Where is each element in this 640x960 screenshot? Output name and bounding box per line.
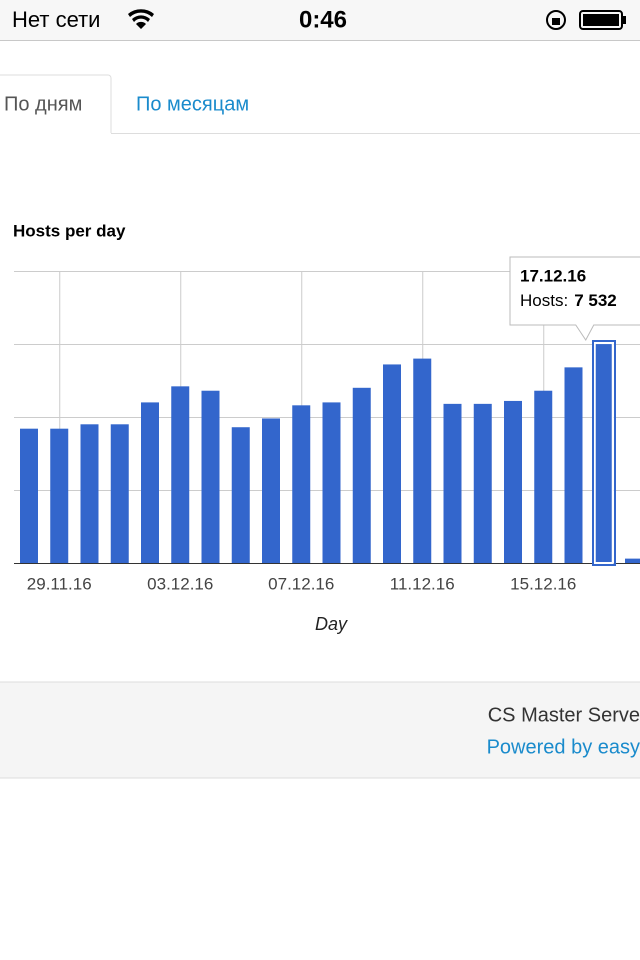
x-tick-label: 11.12.16 (390, 574, 455, 593)
bar (80, 424, 99, 563)
tooltip-box (509, 256, 640, 341)
lock-icon (546, 10, 566, 30)
footer-link[interactable]: Powered by easy (487, 736, 640, 758)
chart-title: Hosts per day (13, 221, 126, 240)
status-bar (0, 0, 640, 40)
bar (231, 427, 250, 563)
bar (171, 386, 190, 563)
footer-text: CS Master Serve (488, 704, 640, 726)
plot: 29.11.16 03.12.16 07.12.16 11.12.16 15.12.16… (14, 256, 640, 593)
tab-label[interactable]: По месяцам (136, 93, 249, 115)
battery-icon (579, 10, 626, 30)
tooltip-series: Hosts: (520, 291, 568, 310)
x-tick-label: 29.11.16 (27, 574, 92, 593)
active-tab[interactable] (0, 74, 112, 133)
bar (383, 364, 401, 563)
bar (292, 405, 311, 563)
bar (564, 367, 583, 563)
bar (473, 403, 492, 563)
tooltip: 17.12.16 Hosts: 7 532 (509, 256, 640, 341)
tooltip-title: 17.12.16 (520, 266, 586, 285)
bar (141, 402, 159, 563)
x-tick-label: 15.12.16 (510, 574, 576, 593)
bar (352, 387, 371, 563)
clock: 0:46 (299, 6, 347, 33)
bar (504, 400, 522, 563)
bar (413, 358, 432, 563)
x-tick-label: 03.12.16 (147, 574, 213, 593)
bar (201, 390, 220, 563)
bar (534, 390, 553, 563)
tab-label[interactable]: По дням (4, 93, 82, 115)
x-axis-title: Day (315, 614, 348, 634)
tooltip-label: Hosts: 7 532 (520, 291, 617, 310)
bar (20, 428, 38, 563)
bar (443, 403, 462, 563)
bar (110, 424, 129, 563)
wifi-icon (128, 9, 154, 29)
bar (262, 418, 280, 563)
carrier: Нет сети (12, 7, 100, 32)
footer (0, 681, 640, 779)
bar (625, 558, 640, 563)
bar (322, 402, 341, 563)
x-tick-label: 07.12.16 (268, 574, 334, 593)
bar (593, 342, 614, 565)
tooltip-value: 7 532 (574, 291, 617, 310)
bar (50, 428, 69, 563)
